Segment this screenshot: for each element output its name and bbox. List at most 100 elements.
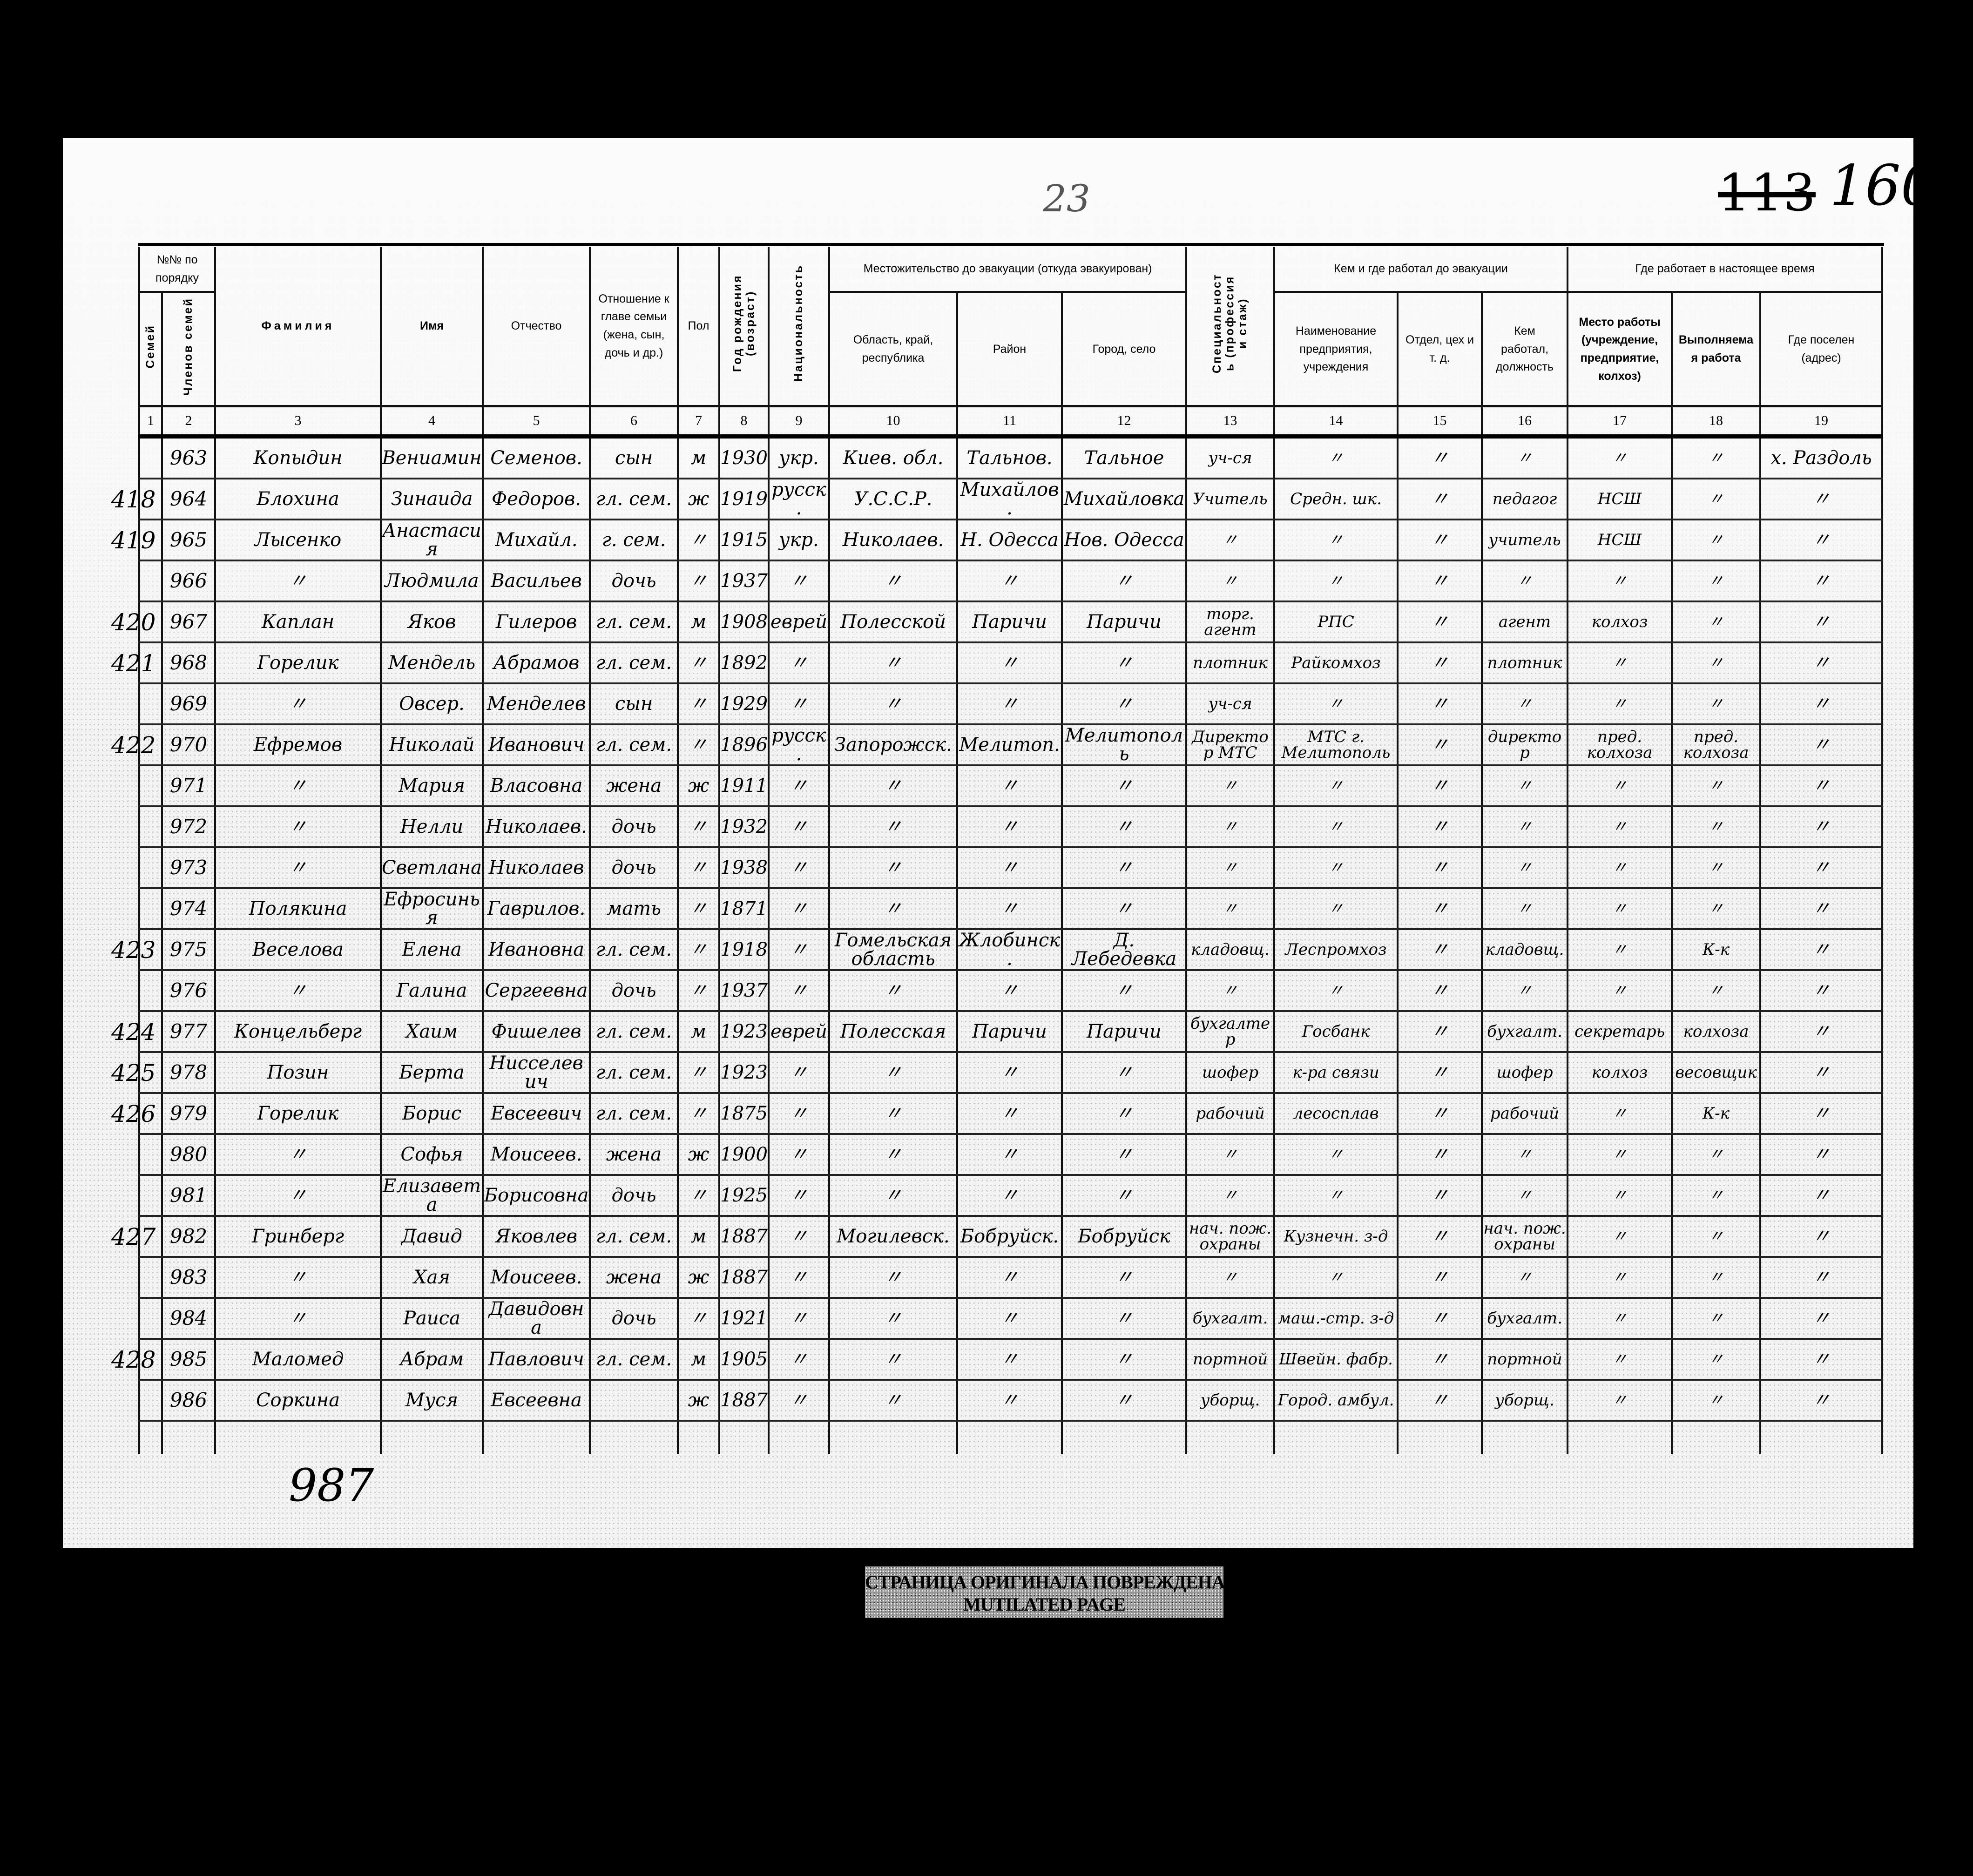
cell-specialty: бухгалт. — [1185, 1298, 1276, 1340]
cell-workplace: 〃 — [1567, 1093, 1673, 1135]
patronymic-text: Павлович — [488, 1349, 584, 1370]
district-text: Тальнов. — [966, 447, 1053, 469]
cell-region: 〃 — [828, 642, 959, 684]
cell-first-name: Муся — [380, 1380, 484, 1422]
header-family-members-label: Членов семей — [182, 297, 195, 396]
cell-specialty: 〃 — [1185, 806, 1276, 848]
cell-address: 〃 — [1759, 1216, 1884, 1258]
enterprise-text: Леспромхоз — [1285, 940, 1387, 959]
cell-town: 〃 — [1061, 1380, 1188, 1422]
cell-nationality: русск. — [768, 724, 831, 766]
job-text: весовщик — [1675, 1063, 1757, 1082]
header-families-label: Семей — [143, 324, 157, 369]
job-text: 〃 — [1708, 449, 1724, 467]
cell-department: 〃 — [1397, 1216, 1483, 1258]
cell-nationality: 〃 — [768, 806, 831, 848]
cell-workplace: пред. колхоза — [1567, 724, 1673, 766]
cell-town: Паричи — [1061, 601, 1188, 643]
cell-patronymic: Федоров. — [482, 479, 591, 520]
first-name-text: Мендель — [388, 652, 476, 674]
member-no-text: 986 — [169, 1389, 208, 1411]
department-text: 〃 — [1430, 939, 1449, 960]
cell-town: Михайловка — [1061, 479, 1188, 520]
address-text: 〃 — [1812, 980, 1831, 1001]
cell-nationality: 〃 — [768, 1052, 831, 1094]
sex-text: 〃 — [689, 1103, 708, 1124]
cell-town: 〃 — [1061, 1175, 1188, 1217]
cell-workplace: 〃 — [1567, 888, 1673, 930]
family-no-text: 423 — [111, 937, 156, 964]
cell-nationality: 〃 — [768, 642, 831, 684]
position-text: нач. пож. охраны — [1483, 1219, 1566, 1254]
workplace-text: секретарь — [1574, 1022, 1665, 1041]
specialty-text: 〃 — [1222, 1186, 1238, 1205]
cell-relation: дочь — [589, 560, 679, 602]
cell-job: 〃 — [1671, 1380, 1762, 1422]
relation-text: сын — [615, 447, 653, 469]
nationality-text: еврей — [770, 1021, 828, 1042]
cell-specialty: нач. пож. охраны — [1185, 1216, 1276, 1258]
specialty-text: 〃 — [1222, 981, 1238, 1000]
birth-year-text: 1923 — [720, 1062, 768, 1083]
cell-sex: 〃 — [677, 847, 721, 889]
column-number-8: 8 — [718, 406, 770, 439]
cell-address: 〃 — [1759, 1257, 1884, 1299]
job-text: пред. колхоза — [1683, 728, 1749, 762]
position-text: 〃 — [1517, 1268, 1533, 1287]
surname-text: Лысенко — [254, 529, 342, 551]
patronymic-text: Ивановна — [488, 939, 584, 960]
specialty-text: 〃 — [1222, 817, 1238, 836]
cell-district: Паричи — [956, 1011, 1063, 1053]
cell-birth-year: 1915 — [718, 520, 770, 561]
surname-text: Концельберг — [234, 1021, 362, 1042]
cell-member-no: 980 — [161, 1134, 216, 1176]
cell-family-no: 422 — [111, 724, 163, 766]
surname-text: Позин — [267, 1062, 329, 1083]
cell-first-name: Елизавета — [380, 1175, 484, 1217]
cell-birth-year: 1896 — [718, 724, 770, 766]
surname-text: 〃 — [289, 775, 308, 796]
cell-address: 〃 — [1759, 1175, 1884, 1217]
position-text: 〃 — [1517, 1186, 1533, 1205]
member-no-text: 985 — [169, 1348, 208, 1370]
town-text: Мелитополь — [1065, 725, 1183, 765]
workplace-text: 〃 — [1612, 1227, 1628, 1246]
cell-job: 〃 — [1671, 1339, 1762, 1381]
cell-position: 〃 — [1481, 1134, 1569, 1176]
cell-birth-year: 1871 — [718, 888, 770, 930]
member-no-text: 980 — [169, 1143, 208, 1166]
cell-enterprise: Леспромхоз — [1273, 929, 1399, 971]
town-text: Михайловка — [1063, 488, 1185, 510]
surname-text: 〃 — [289, 816, 308, 837]
town-text: 〃 — [1115, 652, 1134, 674]
department-text: 〃 — [1430, 1062, 1449, 1083]
address-text: 〃 — [1812, 1144, 1831, 1165]
nationality-text: укр. — [779, 529, 819, 551]
job-text: 〃 — [1708, 1227, 1724, 1246]
cell-patronymic: Семенов. — [482, 436, 591, 479]
department-text: 〃 — [1430, 1390, 1449, 1411]
cell-birth-year: 1892 — [718, 642, 770, 684]
sex-text: 〃 — [689, 1062, 708, 1083]
department-text: 〃 — [1430, 1103, 1449, 1124]
empty-cell — [1185, 1421, 1276, 1454]
cell-position: 〃 — [1481, 683, 1569, 725]
town-text: 〃 — [1115, 693, 1134, 715]
specialty-text: плотник — [1193, 654, 1268, 672]
header-workplace: Место работы (учреждение, предприятие, к… — [1567, 292, 1673, 407]
cell-town: 〃 — [1061, 847, 1188, 889]
cell-relation: гл. сем. — [589, 1011, 679, 1053]
cell-position: 〃 — [1481, 765, 1569, 807]
member-no-text: 984 — [169, 1307, 208, 1329]
column-number-3: 3 — [214, 406, 382, 439]
cell-family-no: 418 — [111, 479, 163, 520]
cell-district: 〃 — [956, 560, 1063, 602]
cell-enterprise: 〃 — [1273, 970, 1399, 1012]
position-text: 〃 — [1517, 449, 1533, 467]
empty-cell — [1273, 1421, 1399, 1454]
patronymic-text: Евсеевич — [490, 1103, 582, 1124]
cell-town: 〃 — [1061, 560, 1188, 602]
cell-family-no: 428 — [111, 1339, 163, 1381]
job-text: 〃 — [1708, 1268, 1724, 1287]
cell-department: 〃 — [1397, 724, 1483, 766]
